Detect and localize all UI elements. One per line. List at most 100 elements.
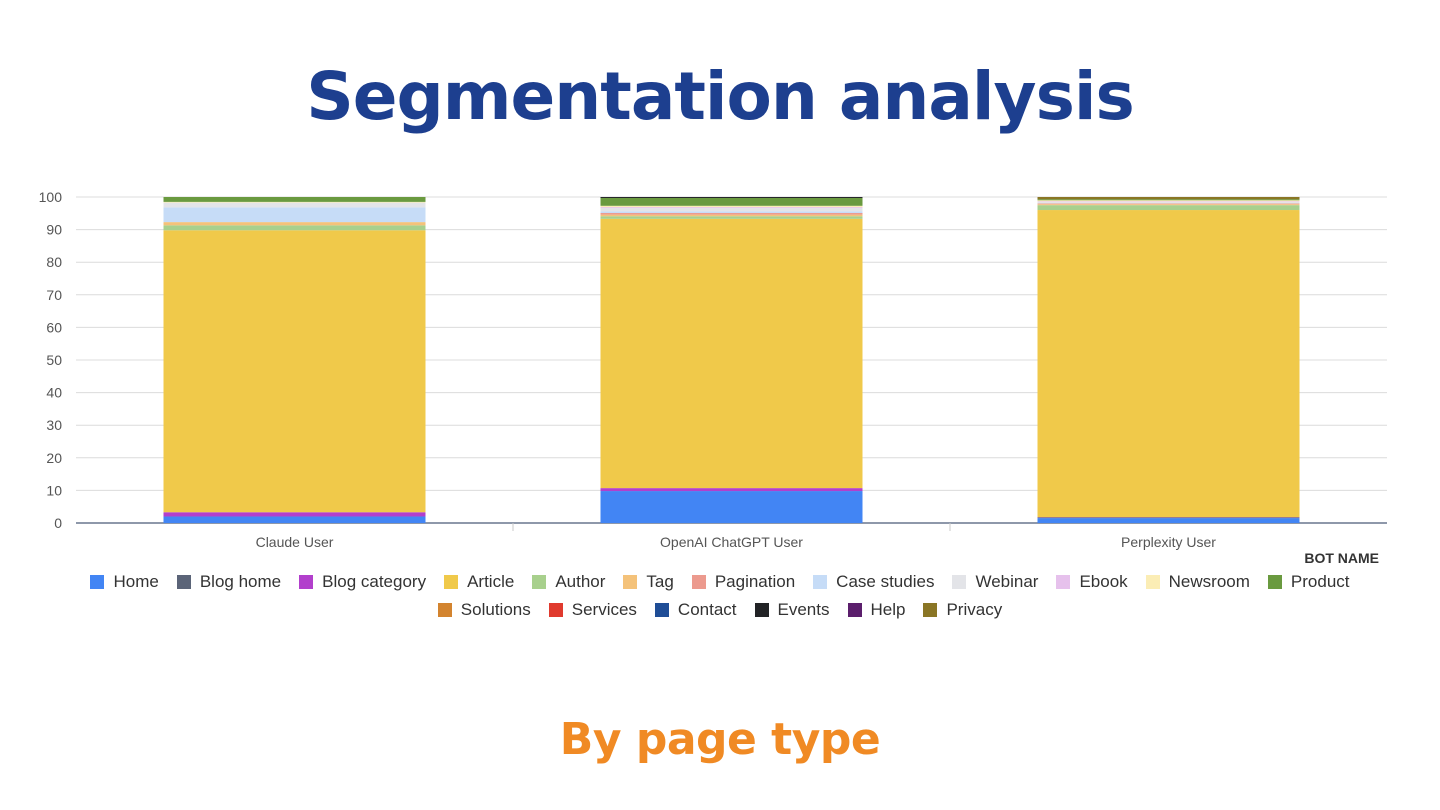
bar-segment-newsroom [600, 205, 863, 208]
legend-swatch [444, 575, 459, 589]
x-axis-title: BOT NAME [1304, 550, 1379, 566]
legend-item[interactable]: Case studies [813, 572, 934, 592]
bar-segment-blog-category [600, 488, 863, 492]
legend-label: Author [555, 572, 606, 591]
legend-swatch [548, 603, 563, 617]
legend-item[interactable]: Newsroom [1145, 572, 1250, 592]
bar-segment-webinar [1037, 201, 1300, 204]
x-tick-label: Perplexity User [1121, 534, 1216, 550]
bar-segment-case-studies [600, 211, 863, 213]
legend-swatch [1056, 575, 1071, 589]
y-tick-label: 30 [46, 417, 62, 433]
bar-segment-home [163, 516, 426, 523]
legend-label: Privacy [946, 600, 1003, 619]
y-tick-label: 60 [46, 319, 62, 335]
legend-label: Home [113, 572, 159, 591]
legend-label: Blog home [199, 572, 282, 591]
bar-segment-article [1037, 210, 1300, 518]
legend-label: Pagination [714, 572, 796, 591]
legend-label: Blog category [322, 572, 427, 591]
legend-item[interactable]: Blog home [176, 572, 282, 592]
legend-label: Product [1290, 572, 1350, 591]
legend-swatch [847, 603, 862, 617]
legend-swatch [923, 603, 938, 617]
bar-segment-article [600, 218, 863, 489]
x-tick-label: OpenAI ChatGPT User [660, 534, 803, 550]
legend-swatch [1267, 575, 1282, 589]
bar-segment-ebook [600, 207, 863, 209]
bar-segment-product [1037, 199, 1300, 201]
slide-subtitle: By page type [559, 714, 881, 765]
bar-segment-tag [600, 214, 863, 217]
legend-swatch [1145, 575, 1160, 589]
legend-label: Contact [677, 600, 737, 619]
legend-label: Webinar [975, 572, 1039, 591]
stacked-bar-chart: 0 10 20 30 40 50 60 70 80 90 100 Claude User OpenAI … [39, 189, 1387, 566]
bar-segment-product [600, 197, 863, 206]
legend-label: Article [467, 572, 515, 591]
legend-item[interactable]: Privacy [923, 600, 1002, 620]
legend-item[interactable]: Solutions [437, 600, 531, 620]
legend-label: Tag [646, 572, 674, 591]
chart-legend: Home Blog home Blog category Article Author T… [40, 572, 1400, 620]
slide-title: Segmentation analysis [306, 58, 1135, 135]
bar-segment-events [600, 197, 863, 198]
legend-item[interactable]: Help [847, 600, 906, 620]
legend-label: Events [777, 600, 830, 619]
bar-segment-article [163, 230, 426, 513]
bar-segment-ebook [1037, 201, 1300, 202]
legend-item[interactable]: Author [532, 572, 605, 592]
legend-item[interactable]: Blog category [299, 572, 426, 592]
bar-segment-newsroom [163, 201, 426, 203]
legend-swatch [532, 575, 547, 589]
legend-label: Newsroom [1168, 572, 1250, 591]
legend-swatch [654, 603, 669, 617]
y-tick-label: 40 [46, 385, 62, 401]
bar-segment-pagination [1037, 203, 1300, 205]
y-tick-label: 20 [46, 450, 62, 466]
y-tick-label: 100 [39, 189, 63, 205]
bar-segment-newsroom [1037, 200, 1300, 202]
y-tick-label: 70 [46, 287, 62, 303]
legend-swatch [90, 575, 105, 589]
x-tick-label: Claude User [256, 534, 334, 550]
legend-item[interactable]: Ebook [1056, 572, 1128, 592]
bar-segment-tag [1037, 204, 1300, 206]
y-tick-label: 90 [46, 222, 62, 238]
bar-segment-tag [163, 222, 426, 226]
legend-item[interactable]: Tag [623, 572, 674, 592]
bar-segment-blog-category [163, 512, 426, 517]
legend-item[interactable]: Contact [654, 600, 737, 620]
legend-item[interactable]: Product [1267, 572, 1350, 592]
legend-swatch [754, 603, 769, 617]
legend-swatch [437, 603, 452, 617]
y-tick-label: 0 [54, 515, 62, 531]
legend-label: Solutions [460, 600, 531, 619]
legend-item[interactable]: Events [754, 600, 830, 620]
bar-segment-product [163, 197, 426, 202]
legend-item[interactable]: Services [548, 600, 637, 620]
y-tick-label: 10 [46, 482, 62, 498]
legend-item[interactable]: Pagination [691, 572, 796, 592]
bar-segment-webinar [163, 202, 426, 208]
legend-item[interactable]: Article [444, 572, 514, 592]
legend-swatch [299, 575, 314, 589]
bar-segment-pagination [600, 212, 863, 215]
bar-segment-home [1037, 518, 1300, 523]
legend-swatch [813, 575, 828, 589]
bar-segment-author [1037, 205, 1300, 211]
legend-label: Case studies [836, 572, 935, 591]
y-tick-label: 80 [46, 254, 62, 270]
legend-item[interactable]: Home [90, 572, 159, 592]
bar-segment-author [600, 216, 863, 219]
y-tick-label: 50 [46, 352, 62, 368]
legend-item[interactable]: Webinar [952, 572, 1038, 592]
legend-label: Help [870, 600, 906, 619]
legend-swatch [691, 575, 706, 589]
legend-label: Services [571, 600, 637, 619]
bar-segment-webinar [600, 208, 863, 212]
legend-swatch [623, 575, 638, 589]
legend-swatch [176, 575, 191, 589]
bar-segment-case-studies [163, 207, 426, 223]
bar-segment-author [163, 225, 426, 231]
